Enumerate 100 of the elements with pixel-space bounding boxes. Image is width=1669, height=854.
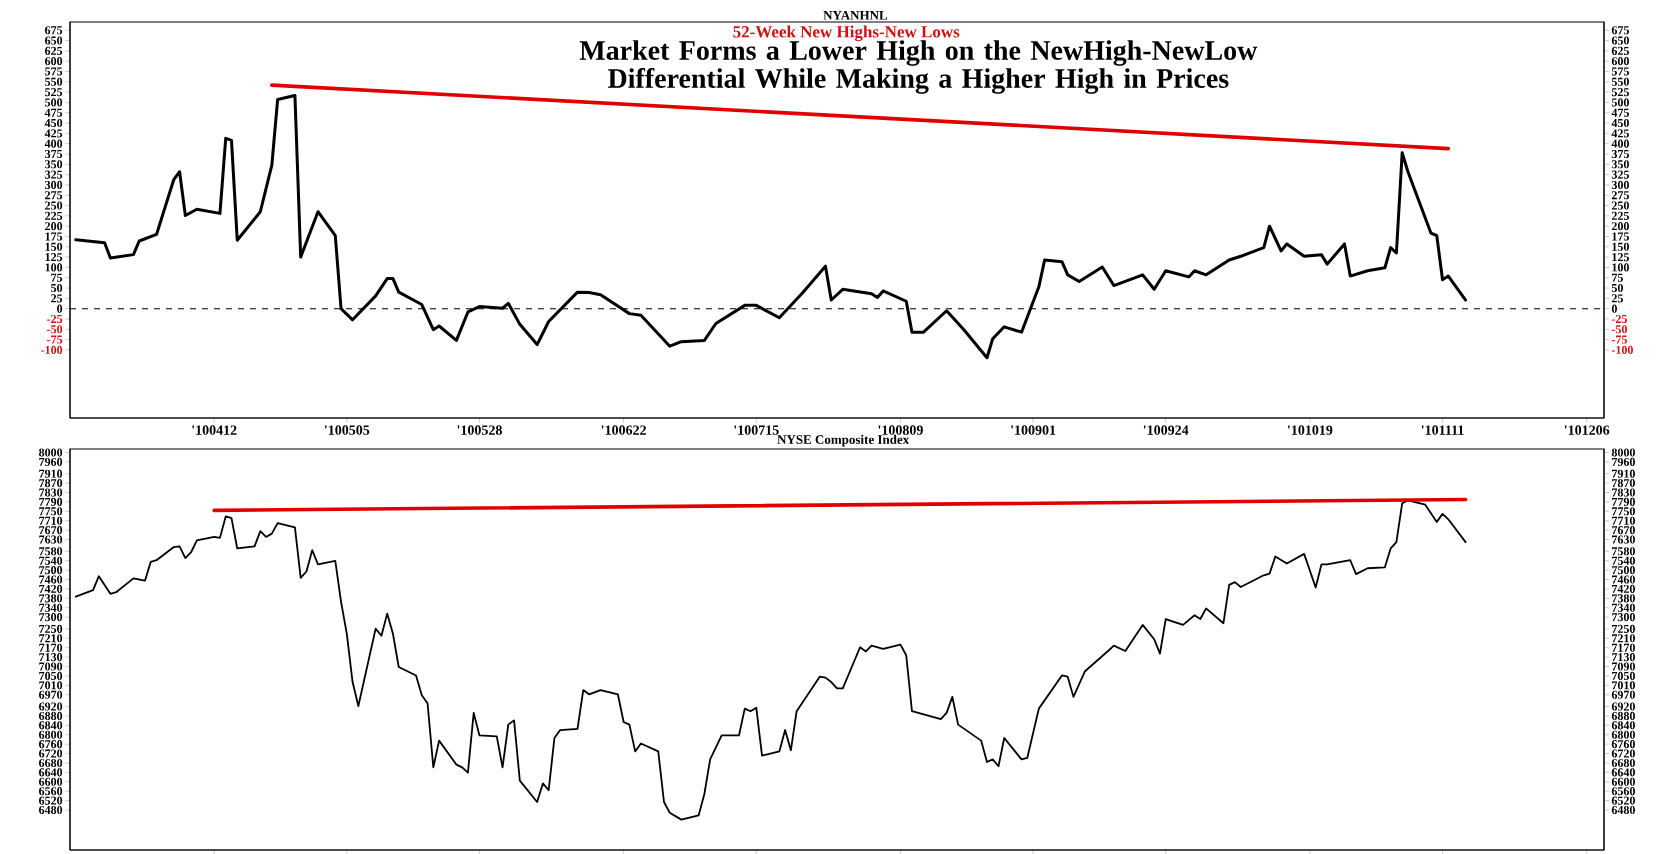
y-tick-label: 325 [45,170,63,179]
y-tick-label: 7130 [39,653,63,662]
y-tick-label: -25 [47,314,63,324]
y-tick-label: 375 [45,149,63,159]
y2-tick-label: 100 [1612,263,1629,272]
y-tick-label: -75 [47,335,63,344]
y2-tick-label: 7960 [1612,457,1635,466]
y-tick-label: 6640 [39,768,63,777]
y2-tick-label: 7010 [1612,681,1635,690]
y2-tick-label: 50 [1611,283,1623,293]
y-tick-label: 350 [45,160,63,169]
y2-tick-label: -100 [1611,345,1633,354]
y2-tick-label: 6840 [1611,721,1635,730]
y-tick-label: 7630 [39,535,63,544]
y2-tick-label: 75 [1612,273,1623,282]
y2-tick-label: 550 [1611,77,1629,86]
x-tick-label: '101111 [1421,425,1464,435]
y-tick-label: 6840 [39,721,63,730]
y2-tick-label: 7090 [1612,662,1635,671]
y-tick-label: 7790 [39,497,63,506]
y-tick-label: 7090 [39,662,63,671]
y2-tick-label: 7210 [1612,634,1635,643]
y-tick-label: 500 [45,98,63,107]
x-tick-label: '100622 [601,425,646,435]
y-tick-label: 6520 [39,796,63,805]
x-tick-label: '100809 [878,425,923,435]
y2-tick-label: 7630 [1612,535,1635,544]
y-tick-label: 7710 [39,516,63,525]
y2-tick-label: 7750 [1612,507,1635,516]
y2-tick-label: -25 [1611,314,1627,324]
y2-tick-label: 7250 [1612,624,1635,633]
y-tick-label: 7420 [39,584,63,593]
y-tick-label: 175 [45,232,63,241]
x-tick-label: '100715 [734,425,779,435]
y-tick-label: 6800 [39,730,63,739]
y-tick-label: 400 [44,139,63,148]
y2-tick-label: 575 [1611,67,1629,76]
y2-tick-label: 675 [1611,26,1629,35]
y2-tick-label: 500 [1611,98,1629,107]
y2-tick-label: 7540 [1612,556,1635,565]
y2-tick-label: 225 [1611,211,1629,220]
y2-tick-label: 6600 [1611,777,1635,786]
y-tick-label: 7870 [39,479,63,488]
y-tick-label: -100 [41,345,63,354]
y-tick-label: 7050 [39,671,63,680]
annotation: Market Forms a Lower High on the NewHigh-NewLow Differential While Making a Higher High in Prices [579,40,1258,94]
y-tick-label: 7210 [39,634,63,643]
y2-tick-label: 6880 [1611,711,1635,720]
y-tick-label: 7300 [39,613,63,622]
y-tick-label: 575 [45,67,63,76]
y-tick-label: 225 [45,211,63,220]
y2-tick-label: 7870 [1612,479,1635,488]
y2-tick-label: 7380 [1612,594,1635,603]
y-tick-label: 7540 [39,556,63,565]
y-tick-label: 6970 [39,690,63,699]
y2-tick-label: -50 [1611,325,1627,334]
y2-tick-label: 6480 [1611,805,1635,815]
y-tick-label: 6560 [39,787,63,796]
y-tick-label: 6920 [39,702,63,711]
y2-tick-label: 600 [1611,57,1629,66]
y-tick-label: 25 [51,294,63,303]
y-tick-label: 600 [45,57,63,66]
y2-tick-label: 200 [1611,222,1629,231]
y2-tick-label: 450 [1611,118,1629,128]
y2-tick-label: 6520 [1611,796,1635,805]
y2-tick-label: 7340 [1612,603,1635,612]
y-tick-label: 7580 [39,547,63,556]
x-tick-label: '100412 [192,425,237,435]
y2-tick-label: 6720 [1611,749,1635,758]
y2-tick-label: 325 [1611,170,1629,179]
y-tick-label: 6760 [39,740,63,749]
y-tick-label: 550 [45,77,63,86]
y-tick-label: 75 [51,273,63,282]
x-tick-label: '101019 [1288,425,1333,435]
x-tick-label: '100528 [457,425,502,435]
y-tick-label: 7500 [39,566,63,575]
y-tick-label: 200 [45,222,63,231]
y-tick-label: 50 [51,283,63,293]
x-tick-label: '100901 [1011,425,1056,435]
y2-tick-label: 7300 [1612,613,1635,622]
y2-tick-label: 7670 [1612,526,1635,535]
x-tick-label: '100505 [324,425,370,435]
y2-tick-label: 250 [1611,201,1629,210]
y2-tick-label: -75 [1611,335,1627,344]
y2-tick-label: 7830 [1612,488,1635,497]
y-tick-label: 7250 [39,624,63,633]
y2-tick-label: 7130 [1612,653,1635,662]
y-tick-label: 7380 [39,594,63,603]
y-tick-label: 6600 [39,777,63,786]
y-tick-label: 7750 [39,507,63,516]
y-tick-label: 7910 [39,469,63,478]
y2-tick-label: 7580 [1612,547,1635,556]
y-tick-label: 6880 [39,711,63,720]
y-tick-label: 675 [45,26,63,35]
y-tick-label: 450 [44,118,63,128]
line-series [74,499,1467,821]
y-tick-label: 625 [45,46,63,55]
y2-tick-label: 7050 [1612,671,1635,680]
y-tick-label: 650 [45,36,63,45]
y-tick-label: 6720 [39,749,63,758]
